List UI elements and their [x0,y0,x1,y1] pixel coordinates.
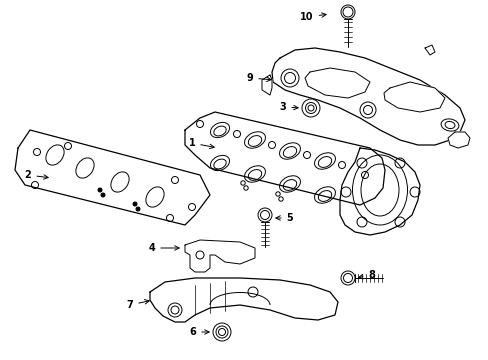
Circle shape [213,323,230,341]
Text: 2: 2 [24,170,48,180]
Polygon shape [262,75,271,95]
Circle shape [340,5,354,19]
Polygon shape [184,112,384,205]
Circle shape [101,193,105,197]
Text: 5: 5 [275,213,293,223]
Text: 4: 4 [148,243,179,253]
Polygon shape [150,278,337,322]
Text: 7: 7 [126,300,149,310]
Polygon shape [184,240,254,272]
Circle shape [340,271,354,285]
Circle shape [302,99,319,117]
Circle shape [281,69,298,87]
Circle shape [133,202,137,206]
Polygon shape [15,130,209,225]
Circle shape [136,207,140,211]
Circle shape [359,102,375,118]
Polygon shape [305,68,369,98]
Polygon shape [383,82,444,112]
Text: 10: 10 [300,12,325,22]
Text: 8: 8 [358,270,375,280]
Polygon shape [271,48,464,145]
Polygon shape [339,148,419,235]
Text: 1: 1 [188,138,214,149]
Polygon shape [447,132,469,148]
Circle shape [258,208,271,222]
Circle shape [98,188,102,192]
Text: 9: 9 [246,73,270,83]
Polygon shape [424,45,434,55]
Text: 3: 3 [279,102,298,112]
Text: 6: 6 [189,327,209,337]
